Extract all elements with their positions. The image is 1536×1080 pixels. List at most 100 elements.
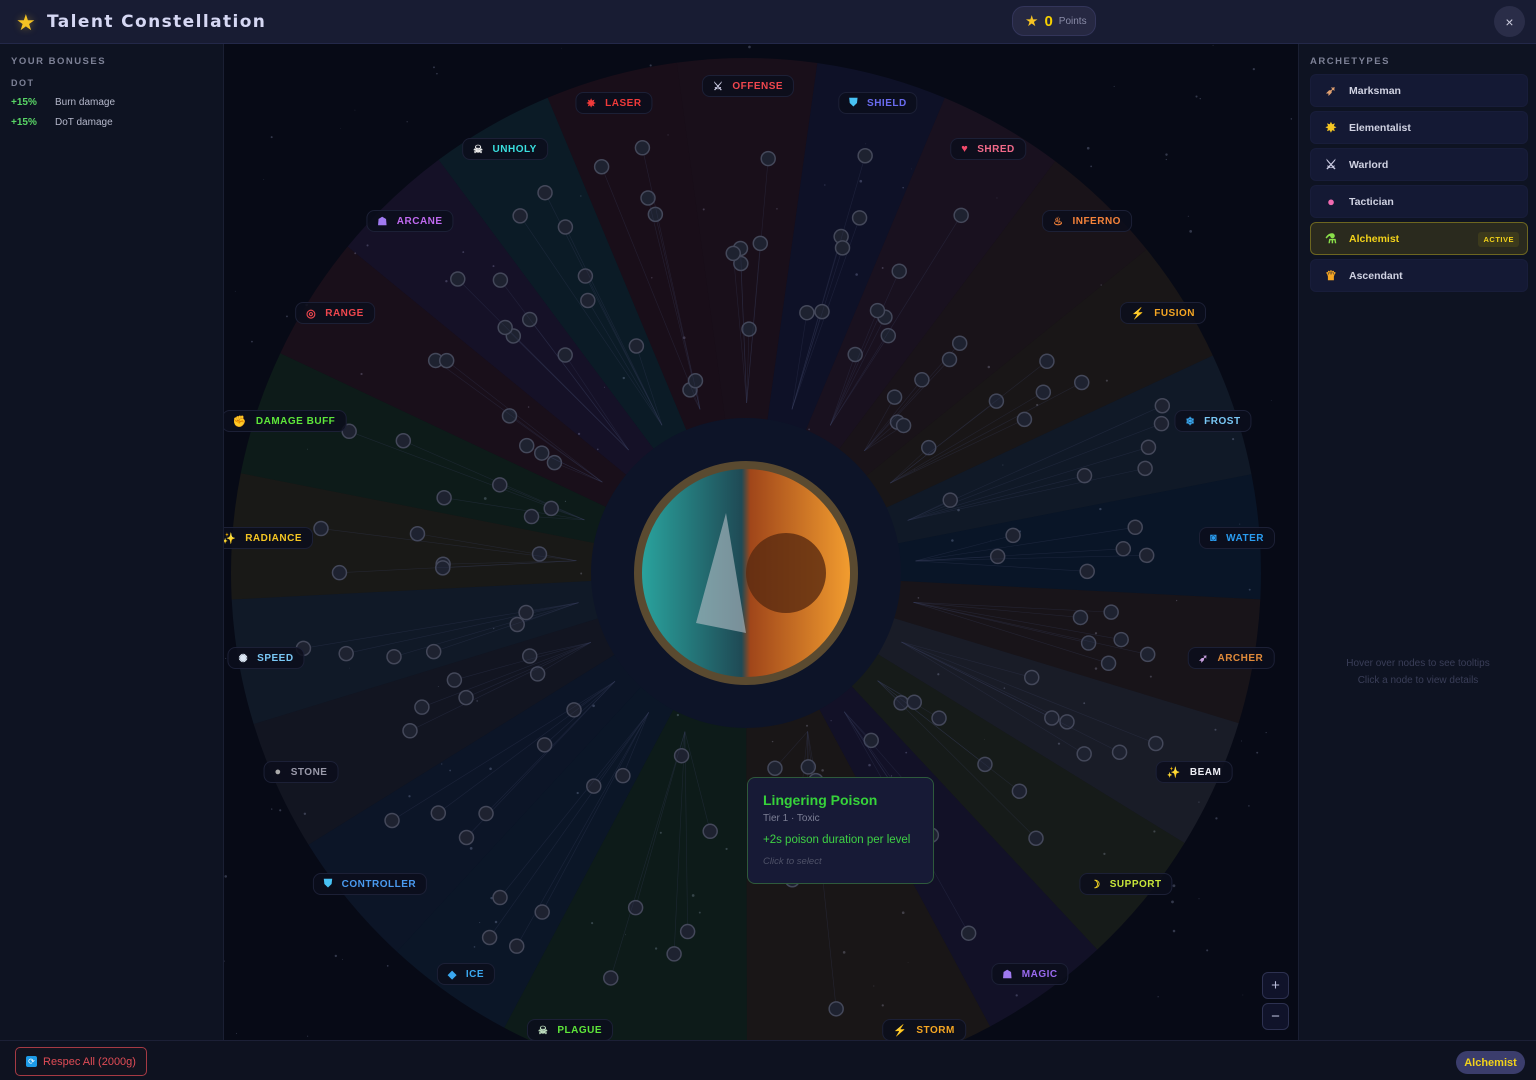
talent-node[interactable] bbox=[450, 271, 466, 287]
talent-node[interactable] bbox=[1073, 374, 1090, 391]
talent-node[interactable] bbox=[687, 373, 704, 389]
talent-node[interactable] bbox=[960, 925, 977, 941]
talent-node[interactable] bbox=[523, 508, 540, 525]
talent-node[interactable] bbox=[869, 302, 886, 319]
talent-node[interactable] bbox=[509, 616, 525, 633]
talent-node[interactable] bbox=[436, 489, 452, 506]
talent-node[interactable] bbox=[529, 666, 546, 682]
talent-node[interactable] bbox=[1011, 783, 1028, 799]
talent-node[interactable] bbox=[752, 235, 769, 252]
talent-node[interactable] bbox=[458, 829, 475, 846]
archetype-warlord[interactable]: ⚔ Warlord bbox=[1310, 148, 1528, 181]
archetype-ascendant[interactable]: ♛ Ascendant bbox=[1310, 259, 1528, 292]
category-label-support[interactable]: ☽ SUPPORT bbox=[1079, 873, 1173, 895]
talent-node[interactable] bbox=[586, 778, 602, 794]
talent-node[interactable] bbox=[557, 219, 574, 235]
talent-node[interactable] bbox=[1148, 735, 1164, 752]
respec-all-button[interactable]: ⟳ Respec All (2000g) bbox=[15, 1047, 147, 1076]
category-label-storm[interactable]: ⚡ STORM bbox=[882, 1019, 966, 1040]
talent-node[interactable] bbox=[834, 240, 851, 256]
talent-node[interactable] bbox=[543, 500, 559, 517]
talent-node[interactable] bbox=[1044, 710, 1060, 726]
talent-node[interactable] bbox=[577, 268, 594, 284]
talent-node[interactable] bbox=[941, 351, 958, 368]
talent-node[interactable] bbox=[435, 560, 451, 576]
talent-node[interactable] bbox=[1103, 604, 1119, 620]
talent-node[interactable] bbox=[492, 272, 509, 288]
talent-node[interactable] bbox=[767, 760, 783, 776]
talent-node[interactable] bbox=[920, 439, 937, 456]
talent-node[interactable] bbox=[733, 255, 749, 272]
talent-node[interactable] bbox=[1111, 744, 1128, 760]
talent-node[interactable] bbox=[666, 946, 682, 962]
talent-node[interactable] bbox=[851, 210, 868, 226]
category-label-beam[interactable]: ✨ BEAM bbox=[1155, 761, 1233, 783]
zoom-in-button[interactable]: + bbox=[1262, 972, 1289, 999]
category-label-fusion[interactable]: ⚡ FUSION bbox=[1120, 302, 1206, 324]
talent-node[interactable] bbox=[521, 311, 538, 328]
talent-node[interactable] bbox=[1153, 415, 1170, 432]
talent-node[interactable] bbox=[331, 564, 348, 581]
talent-node[interactable] bbox=[988, 393, 1005, 409]
talent-node[interactable] bbox=[497, 319, 513, 336]
talent-node[interactable] bbox=[1080, 635, 1097, 651]
talent-node[interactable] bbox=[492, 477, 508, 493]
talent-node[interactable] bbox=[1059, 714, 1075, 730]
talent-node[interactable] bbox=[1140, 439, 1157, 455]
talent-node[interactable] bbox=[1138, 547, 1155, 564]
talent-node[interactable] bbox=[886, 389, 903, 405]
talent-node[interactable] bbox=[1115, 541, 1132, 557]
talent-node[interactable] bbox=[857, 147, 873, 164]
talent-node[interactable] bbox=[1072, 609, 1089, 626]
talent-node[interactable] bbox=[1079, 563, 1095, 580]
talent-node[interactable] bbox=[634, 140, 651, 156]
talent-node[interactable] bbox=[628, 338, 645, 354]
category-label-arcane[interactable]: ☗ ARCANE bbox=[366, 210, 454, 232]
category-label-speed[interactable]: ✺ SPEED bbox=[227, 647, 305, 669]
talent-node[interactable] bbox=[438, 352, 455, 369]
talent-node[interactable] bbox=[313, 520, 329, 537]
talent-node[interactable] bbox=[863, 732, 879, 749]
talent-node[interactable] bbox=[1039, 353, 1055, 370]
talent-node[interactable] bbox=[1076, 467, 1093, 484]
close-button[interactable]: × bbox=[1494, 6, 1525, 37]
talent-node[interactable] bbox=[1154, 398, 1171, 414]
talent-node[interactable] bbox=[603, 970, 619, 986]
talent-node[interactable] bbox=[446, 672, 463, 688]
talent-node[interactable] bbox=[1137, 460, 1153, 477]
talent-node[interactable] bbox=[647, 206, 664, 223]
talent-node[interactable] bbox=[384, 812, 400, 829]
category-label-water[interactable]: ◙ WATER bbox=[1198, 527, 1276, 549]
talent-node[interactable] bbox=[906, 694, 922, 710]
constellation-wheel[interactable] bbox=[224, 44, 1298, 1040]
talent-node[interactable] bbox=[1127, 519, 1143, 536]
talent-node[interactable] bbox=[534, 904, 550, 920]
talent-node[interactable] bbox=[741, 321, 757, 337]
talent-node[interactable] bbox=[501, 408, 518, 424]
zoom-out-button[interactable]: − bbox=[1262, 1003, 1289, 1030]
talent-node[interactable] bbox=[546, 454, 563, 471]
category-label-controller[interactable]: ⛊ CONTROLLER bbox=[312, 873, 428, 895]
category-label-shred[interactable]: ♥ SHRED bbox=[950, 138, 1026, 160]
category-label-inferno[interactable]: ♨ INFERNO bbox=[1042, 210, 1132, 232]
talent-node[interactable] bbox=[895, 417, 912, 434]
talent-node[interactable] bbox=[1028, 830, 1044, 847]
category-label-offense[interactable]: ⚔ OFFENSE bbox=[701, 75, 795, 97]
archetype-tactician[interactable]: ● Tactician bbox=[1310, 185, 1528, 218]
talent-node[interactable] bbox=[395, 432, 412, 449]
talent-node[interactable] bbox=[702, 823, 718, 840]
talent-node[interactable] bbox=[409, 526, 426, 542]
talent-node[interactable] bbox=[615, 767, 631, 784]
category-label-ice[interactable]: ◆ ICE bbox=[436, 963, 496, 985]
talent-node[interactable] bbox=[931, 710, 947, 726]
talent-node[interactable] bbox=[402, 723, 418, 739]
talent-node[interactable] bbox=[512, 208, 528, 224]
talent-node[interactable] bbox=[828, 1001, 844, 1017]
talent-node[interactable] bbox=[640, 190, 656, 206]
talent-node[interactable] bbox=[942, 492, 958, 508]
talent-node[interactable] bbox=[521, 648, 538, 664]
talent-node[interactable] bbox=[492, 889, 508, 906]
category-label-archer[interactable]: ➶ ARCHER bbox=[1187, 647, 1275, 669]
archetype-marksman[interactable]: ➶ Marksman bbox=[1310, 74, 1528, 107]
talent-node[interactable] bbox=[799, 304, 815, 321]
